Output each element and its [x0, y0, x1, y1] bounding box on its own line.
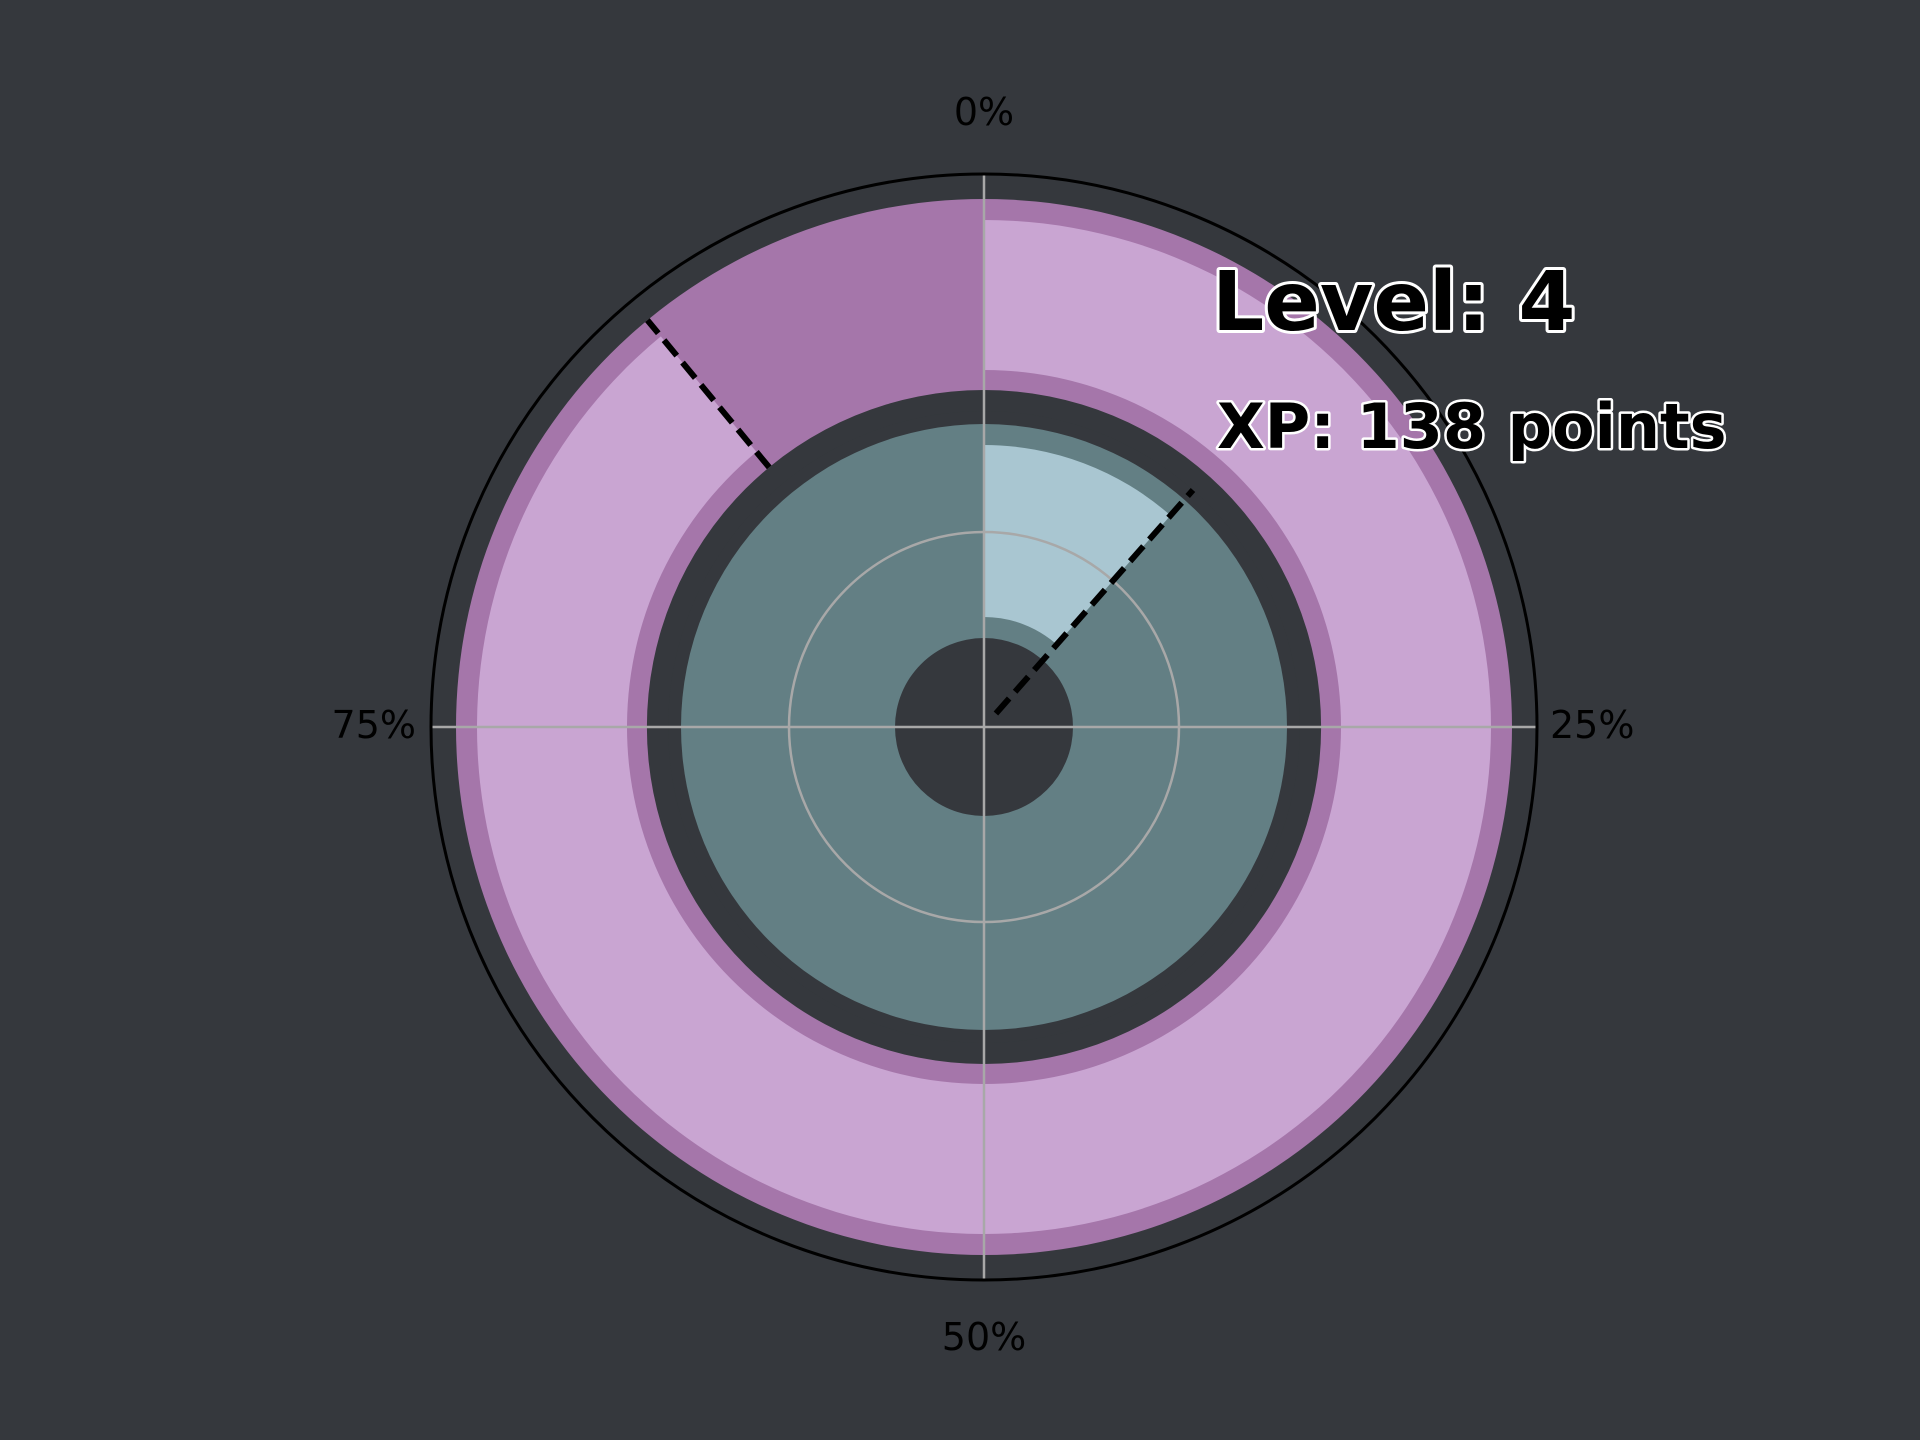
- xp-label: XP: 138 points: [1217, 390, 1727, 463]
- progress-marker-1: [993, 487, 1196, 716]
- tick-label-25: 25%: [1550, 703, 1634, 747]
- tick-label-50: 50%: [942, 1315, 1026, 1359]
- level-label: Level: 4: [1212, 255, 1575, 350]
- angular-tick-labels: 0% 25% 50% 75%: [332, 90, 1635, 1359]
- progress-markers: [645, 318, 1196, 716]
- tick-label-75: 75%: [332, 703, 416, 747]
- inner-ring-progress: [984, 445, 1171, 645]
- progress-marker-0: [645, 318, 772, 470]
- polar-frame: [429, 172, 1539, 1282]
- outer-ring-progress: [477, 220, 1492, 1234]
- polar-grid: [429, 172, 1539, 1282]
- tick-label-0: 0%: [954, 90, 1014, 134]
